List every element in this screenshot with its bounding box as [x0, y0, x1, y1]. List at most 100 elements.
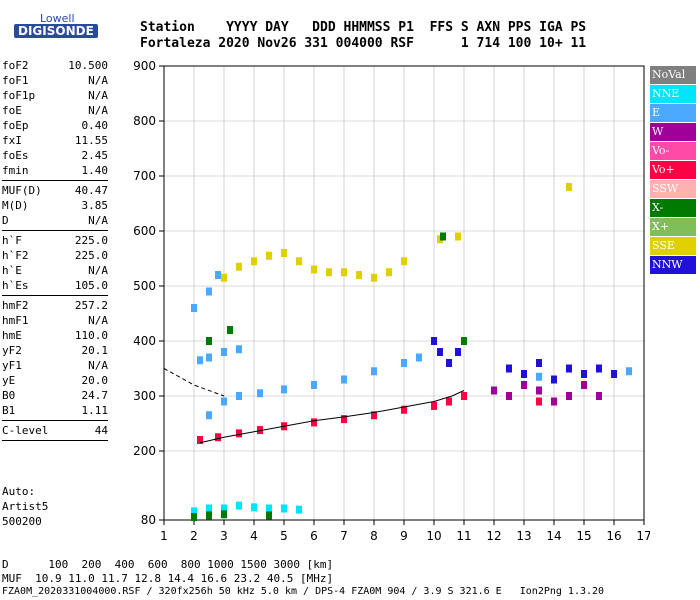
x-tick-label: 5	[280, 529, 288, 543]
logo-lowell: Lowell	[40, 12, 75, 25]
param-key: h`E	[2, 264, 22, 277]
legend-item: SSW	[650, 180, 696, 198]
echo-mark	[206, 287, 212, 296]
param-row: foEs 2.45	[2, 148, 108, 163]
y-tick-label: 900	[133, 59, 156, 73]
param-row: C-level 44	[2, 423, 108, 438]
echo-mark	[521, 381, 527, 389]
param-separator	[2, 230, 108, 231]
param-key: foEs	[2, 149, 29, 162]
param-key: B0	[2, 389, 16, 402]
legend-item: NNW	[650, 256, 696, 274]
x-tick-label: 10	[426, 529, 441, 543]
echo-mark	[311, 381, 317, 389]
x-tick-label: 3	[220, 529, 228, 543]
param-value: 10.500	[68, 59, 108, 72]
param-key: yF2	[2, 344, 22, 357]
echo-mark	[215, 433, 221, 442]
echo-mark	[296, 257, 302, 266]
echo-mark	[581, 370, 587, 378]
echo-mark	[206, 511, 212, 520]
echo-mark	[206, 411, 212, 420]
header-row-labels: Station YYYY DAY DDD HHMMSS P1 FFS S AXN…	[140, 20, 587, 35]
param-key: C-level	[2, 424, 49, 437]
legend-item: NoVal	[650, 66, 696, 84]
param-value: 3.85	[81, 199, 109, 212]
echo-mark	[440, 232, 446, 241]
echo-mark	[296, 505, 302, 514]
y-tick-label: 700	[133, 169, 156, 183]
param-key: hmF2	[2, 299, 29, 312]
legend-item: X+	[650, 218, 696, 236]
echo-mark	[521, 370, 527, 378]
param-key: h`F2	[2, 249, 29, 262]
echo-mark	[356, 271, 362, 279]
echo-mark	[416, 353, 422, 362]
echo-mark	[371, 273, 377, 282]
echo-mark	[281, 249, 287, 257]
param-value: N/A	[88, 104, 108, 117]
echo-mark	[206, 504, 212, 513]
legend-item: Vo+	[650, 161, 696, 179]
echo-mark	[626, 367, 632, 376]
echo-mark	[446, 359, 452, 367]
param-key: MUF(D)	[2, 184, 42, 197]
echo-mark	[506, 364, 512, 373]
param-value: 2.45	[81, 149, 109, 162]
echo-mark	[386, 268, 392, 277]
echo-mark	[401, 359, 407, 367]
echo-mark	[221, 397, 227, 406]
param-key: fmin	[2, 164, 29, 177]
echo-mark	[551, 375, 557, 384]
profile-trace	[199, 390, 465, 444]
x-tick-label: 7	[340, 529, 348, 543]
param-key: foEp	[2, 119, 29, 132]
echo-mark	[197, 436, 203, 444]
y-tick-label: 300	[133, 389, 156, 403]
echo-mark	[281, 504, 287, 513]
param-value: 257.2	[74, 299, 108, 312]
param-value: 110.0	[74, 329, 108, 342]
echo-mark	[236, 345, 242, 354]
echo-mark	[221, 273, 227, 282]
x-tick-label: 4	[250, 529, 258, 543]
param-row: D N/A	[2, 213, 108, 228]
param-key: h`Es	[2, 279, 29, 292]
param-key: D	[2, 214, 9, 227]
echo-mark	[536, 397, 542, 406]
param-key: fxI	[2, 134, 22, 147]
echo-mark	[371, 367, 377, 376]
y-tick-label: 400	[133, 334, 156, 348]
x-tick-label: 16	[606, 529, 621, 543]
param-row: yF1 N/A	[2, 358, 108, 373]
auto-version: 500200	[2, 515, 42, 528]
y-tick-label: 800	[133, 114, 156, 128]
echo-mark	[446, 397, 452, 406]
param-separator	[2, 295, 108, 296]
echo-mark	[437, 348, 443, 356]
y-tick-label: 80	[141, 513, 156, 527]
parameter-panel: foF2 10.500 foF1 N/A foF1p N/A foE N/A foEp 0.40 f…	[2, 58, 108, 443]
header-row-values: Fortaleza 2020 Nov26 331 004000 RSF 1 71…	[140, 36, 587, 51]
echo-mark	[551, 397, 557, 406]
echo-mark	[206, 337, 212, 345]
echo-mark	[251, 257, 257, 266]
echo-mark	[566, 364, 572, 373]
param-key: foF1	[2, 74, 29, 87]
ionogram-chart: 1 2 3 4 5 6 7 8 9 10 11 12 13 14 15 16 17802003004005006…	[133, 59, 650, 543]
param-separator	[2, 420, 108, 421]
legend-item: Vo-	[650, 142, 696, 160]
x-tick-label: 9	[400, 529, 408, 543]
echo-mark	[257, 426, 263, 435]
param-row: foEp 0.40	[2, 118, 108, 133]
footer-file-info: FZA0M_2020331004000.RSF / 320fx256h 50 k…	[2, 586, 605, 597]
legend-item: W	[650, 123, 696, 141]
echo-mark	[206, 353, 212, 362]
y-tick-label: 500	[133, 279, 156, 293]
echo-mark	[221, 348, 227, 356]
echo-mark	[566, 183, 572, 191]
param-value: 105.0	[74, 279, 108, 292]
echo-mark	[371, 411, 377, 420]
echo-mark	[311, 265, 317, 274]
echo-mark	[341, 415, 347, 424]
